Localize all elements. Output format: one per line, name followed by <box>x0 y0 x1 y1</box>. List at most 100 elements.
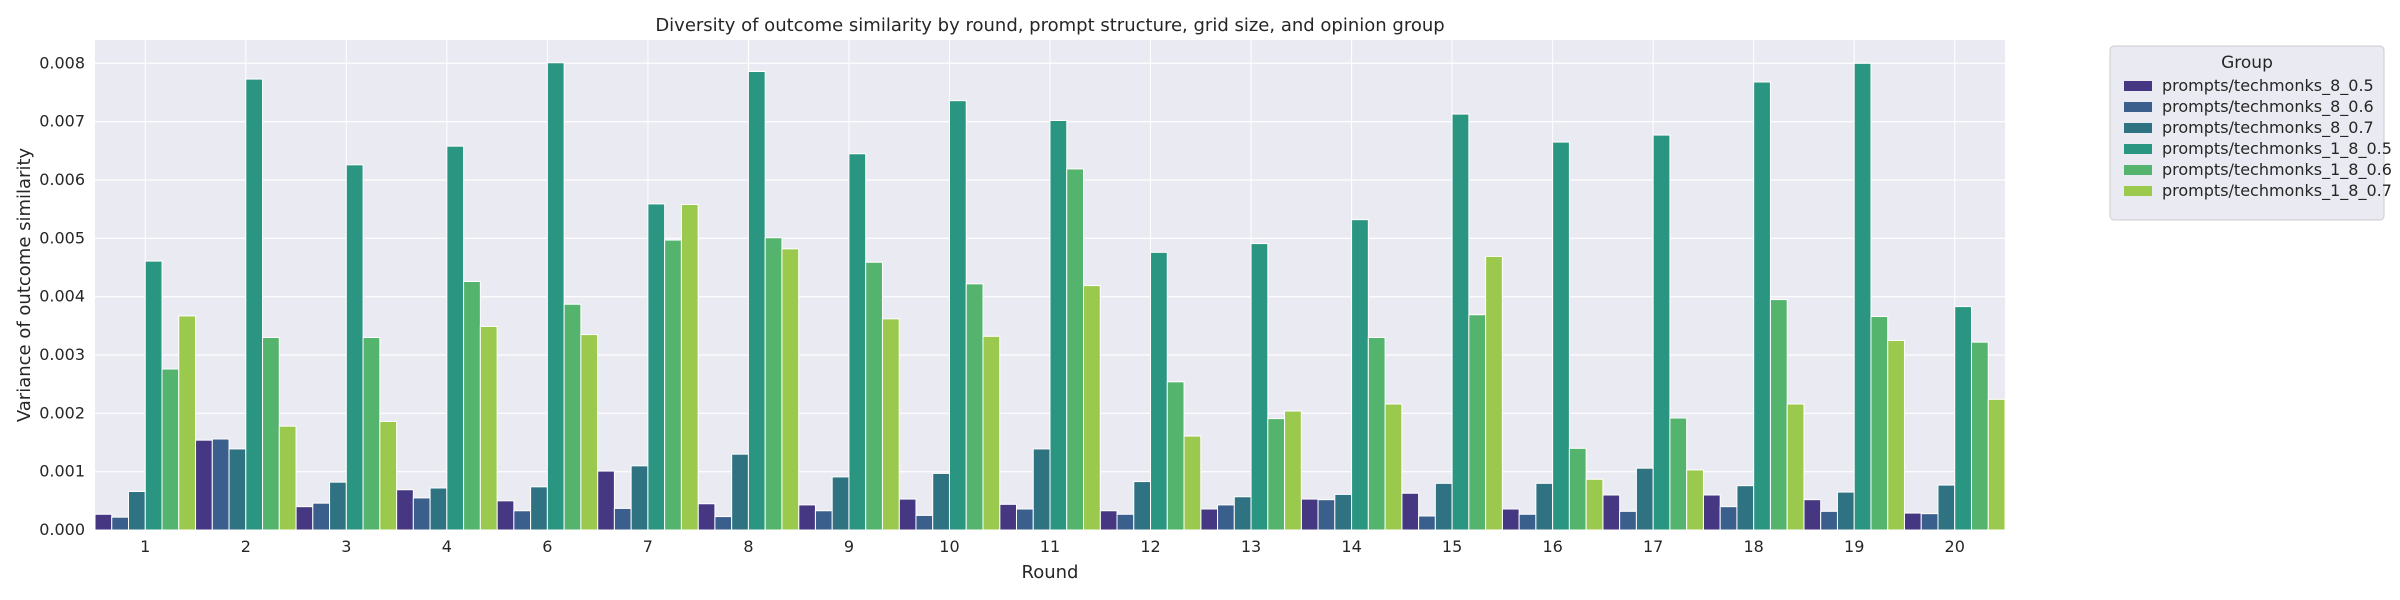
x-tick-label: 3 <box>341 537 351 556</box>
bar <box>412 497 431 531</box>
bar <box>1434 482 1453 531</box>
legend-swatch <box>2124 123 2152 133</box>
bar <box>697 503 716 531</box>
y-axis-label: Variance of outcome similarity <box>14 147 35 422</box>
legend-swatch <box>2124 165 2152 175</box>
bar <box>664 239 682 531</box>
bar <box>1652 134 1671 531</box>
x-tick-label: 6 <box>542 537 552 556</box>
y-tick-label: 0.008 <box>39 53 85 72</box>
bar <box>1351 219 1369 531</box>
legend-swatch <box>2124 144 2152 154</box>
bar <box>1602 494 1621 531</box>
y-tick-label: 0.005 <box>39 228 85 247</box>
bar <box>513 510 532 531</box>
bar <box>1032 448 1051 531</box>
legend-swatch <box>2124 102 2152 112</box>
legend-swatch <box>2124 186 2152 196</box>
bar <box>1384 403 1403 531</box>
bar <box>831 476 850 531</box>
bar <box>1619 510 1637 531</box>
bar <box>329 481 347 531</box>
y-tick-label: 0.001 <box>39 462 85 481</box>
bar <box>597 470 615 531</box>
bar <box>1217 504 1235 531</box>
x-tick-label: 1 <box>140 537 150 556</box>
bar <box>362 337 381 531</box>
y-tick-label: 0.000 <box>39 520 85 539</box>
bar <box>881 318 900 531</box>
bar <box>1401 492 1420 531</box>
y-tick-label: 0.004 <box>39 287 85 306</box>
bar <box>1250 243 1269 531</box>
bar <box>764 237 783 531</box>
bar <box>1719 506 1738 531</box>
bar <box>1803 499 1822 531</box>
bar <box>1451 113 1470 531</box>
x-tick-label: 14 <box>1341 537 1361 556</box>
bar <box>1485 255 1503 531</box>
bar <box>798 504 816 531</box>
bar <box>1753 81 1771 531</box>
bar <box>345 164 364 531</box>
bar <box>1518 513 1537 531</box>
y-tick-label: 0.002 <box>39 403 85 422</box>
x-tick-label: 4 <box>442 537 452 556</box>
bar <box>1686 469 1704 531</box>
bar <box>1903 512 1922 531</box>
bar <box>1954 306 1972 531</box>
bar <box>1920 513 1939 531</box>
legend-frame <box>2109 45 2385 221</box>
bar <box>630 465 649 531</box>
bar <box>1233 496 1252 531</box>
x-tick-label: 9 <box>844 537 854 556</box>
legend-entry: prompts/techmonks_1_8_0.7 <box>2162 181 2392 201</box>
bar <box>1334 493 1353 531</box>
bar <box>546 62 565 531</box>
bar <box>429 487 448 531</box>
bar <box>781 248 800 531</box>
bar <box>530 486 548 531</box>
bar <box>1116 513 1135 531</box>
y-tick-label: 0.003 <box>39 345 85 364</box>
legend-entry: prompts/techmonks_8_0.5 <box>2162 76 2374 96</box>
bar <box>613 507 632 531</box>
bar <box>178 315 197 531</box>
x-axis-label: Round <box>1022 562 1079 583</box>
bar <box>1099 510 1118 531</box>
bar <box>228 448 247 531</box>
legend-entry: prompts/techmonks_1_8_0.5 <box>2162 139 2392 159</box>
bar <box>1166 381 1185 531</box>
bar <box>731 453 749 531</box>
x-tick-label: 15 <box>1442 537 1462 556</box>
bar <box>496 500 515 531</box>
bar <box>144 260 163 531</box>
x-tick-label: 7 <box>643 537 653 556</box>
bar <box>1736 485 1755 531</box>
legend-items: prompts/techmonks_8_0.5prompts/techmonks… <box>2124 76 2392 201</box>
bar <box>128 491 146 531</box>
bar <box>1669 417 1688 531</box>
bar <box>1769 299 1788 531</box>
chart-title: Diversity of outcome similarity by round… <box>655 15 1444 36</box>
bar <box>1015 508 1034 531</box>
bar <box>965 283 984 531</box>
bar <box>714 516 733 531</box>
legend-entry: prompts/techmonks_8_0.6 <box>2162 97 2374 117</box>
bar <box>245 78 264 531</box>
bar <box>295 506 314 531</box>
bar <box>898 498 917 531</box>
bar <box>580 334 599 531</box>
x-tick-label: 16 <box>1542 537 1562 556</box>
bar <box>446 145 465 531</box>
bar <box>1568 447 1587 531</box>
bar <box>1267 418 1286 531</box>
bar <box>982 335 1001 531</box>
bar <box>1200 508 1219 531</box>
bar <box>1284 410 1302 531</box>
bar <box>865 261 883 531</box>
bar <box>1468 314 1487 531</box>
bar <box>211 438 230 531</box>
bar <box>1049 120 1068 531</box>
